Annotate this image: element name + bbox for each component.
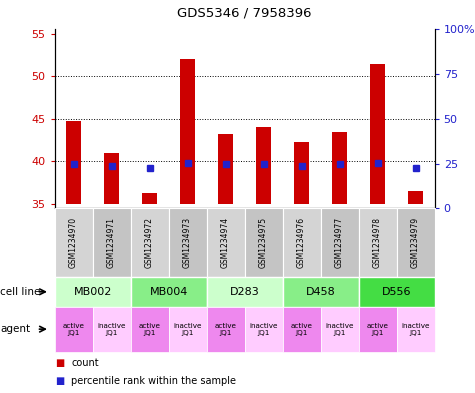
Text: GSM1234974: GSM1234974 (221, 217, 230, 268)
Bar (283, 208, 321, 277)
Bar (408, 191, 423, 204)
Bar (294, 142, 309, 204)
Bar (55, 277, 131, 307)
Text: GSM1234970: GSM1234970 (69, 217, 78, 268)
Text: GSM1234979: GSM1234979 (411, 217, 420, 268)
Text: ■: ■ (55, 376, 64, 386)
Bar (283, 307, 321, 352)
Text: D283: D283 (230, 287, 259, 297)
Text: active
JQ1: active JQ1 (215, 323, 237, 336)
Bar (93, 307, 131, 352)
Text: agent: agent (0, 324, 30, 334)
Text: inactive
JQ1: inactive JQ1 (97, 323, 126, 336)
Bar (131, 307, 169, 352)
Bar (245, 307, 283, 352)
Bar (359, 208, 397, 277)
Text: GSM1234977: GSM1234977 (335, 217, 344, 268)
Bar (397, 307, 435, 352)
Text: inactive
JQ1: inactive JQ1 (325, 323, 354, 336)
Text: cell line: cell line (0, 287, 41, 297)
Bar (359, 277, 435, 307)
Text: active
JQ1: active JQ1 (291, 323, 313, 336)
Bar (142, 193, 157, 204)
Bar (218, 134, 233, 204)
Bar (332, 132, 347, 204)
Bar (66, 121, 81, 204)
Text: GSM1234973: GSM1234973 (183, 217, 192, 268)
Bar (321, 208, 359, 277)
Bar (207, 277, 283, 307)
Bar (55, 208, 93, 277)
Text: GSM1234976: GSM1234976 (297, 217, 306, 268)
Text: GSM1234971: GSM1234971 (107, 217, 116, 268)
Text: active
JQ1: active JQ1 (63, 323, 85, 336)
Bar (207, 307, 245, 352)
Bar (370, 64, 385, 204)
Bar (169, 208, 207, 277)
Text: GSM1234972: GSM1234972 (145, 217, 154, 268)
Bar (169, 307, 207, 352)
Text: GSM1234978: GSM1234978 (373, 217, 382, 268)
Text: ■: ■ (55, 358, 64, 368)
Text: MB002: MB002 (74, 287, 112, 297)
Text: inactive
JQ1: inactive JQ1 (249, 323, 278, 336)
Bar (180, 59, 195, 204)
Bar (104, 153, 119, 204)
Bar (283, 277, 359, 307)
Text: active
JQ1: active JQ1 (367, 323, 389, 336)
Text: active
JQ1: active JQ1 (139, 323, 161, 336)
Text: D458: D458 (306, 287, 335, 297)
Bar (397, 208, 435, 277)
Bar (321, 307, 359, 352)
Bar (131, 208, 169, 277)
Text: GSM1234975: GSM1234975 (259, 217, 268, 268)
Bar (131, 277, 207, 307)
Text: inactive
JQ1: inactive JQ1 (401, 323, 430, 336)
Bar (55, 307, 93, 352)
Bar (359, 307, 397, 352)
Bar (256, 127, 271, 204)
Text: count: count (71, 358, 99, 368)
Bar (207, 208, 245, 277)
Bar (245, 208, 283, 277)
Bar (93, 208, 131, 277)
Text: MB004: MB004 (150, 287, 188, 297)
Text: D556: D556 (382, 287, 411, 297)
Text: GDS5346 / 7958396: GDS5346 / 7958396 (177, 7, 312, 20)
Text: percentile rank within the sample: percentile rank within the sample (71, 376, 236, 386)
Text: inactive
JQ1: inactive JQ1 (173, 323, 202, 336)
